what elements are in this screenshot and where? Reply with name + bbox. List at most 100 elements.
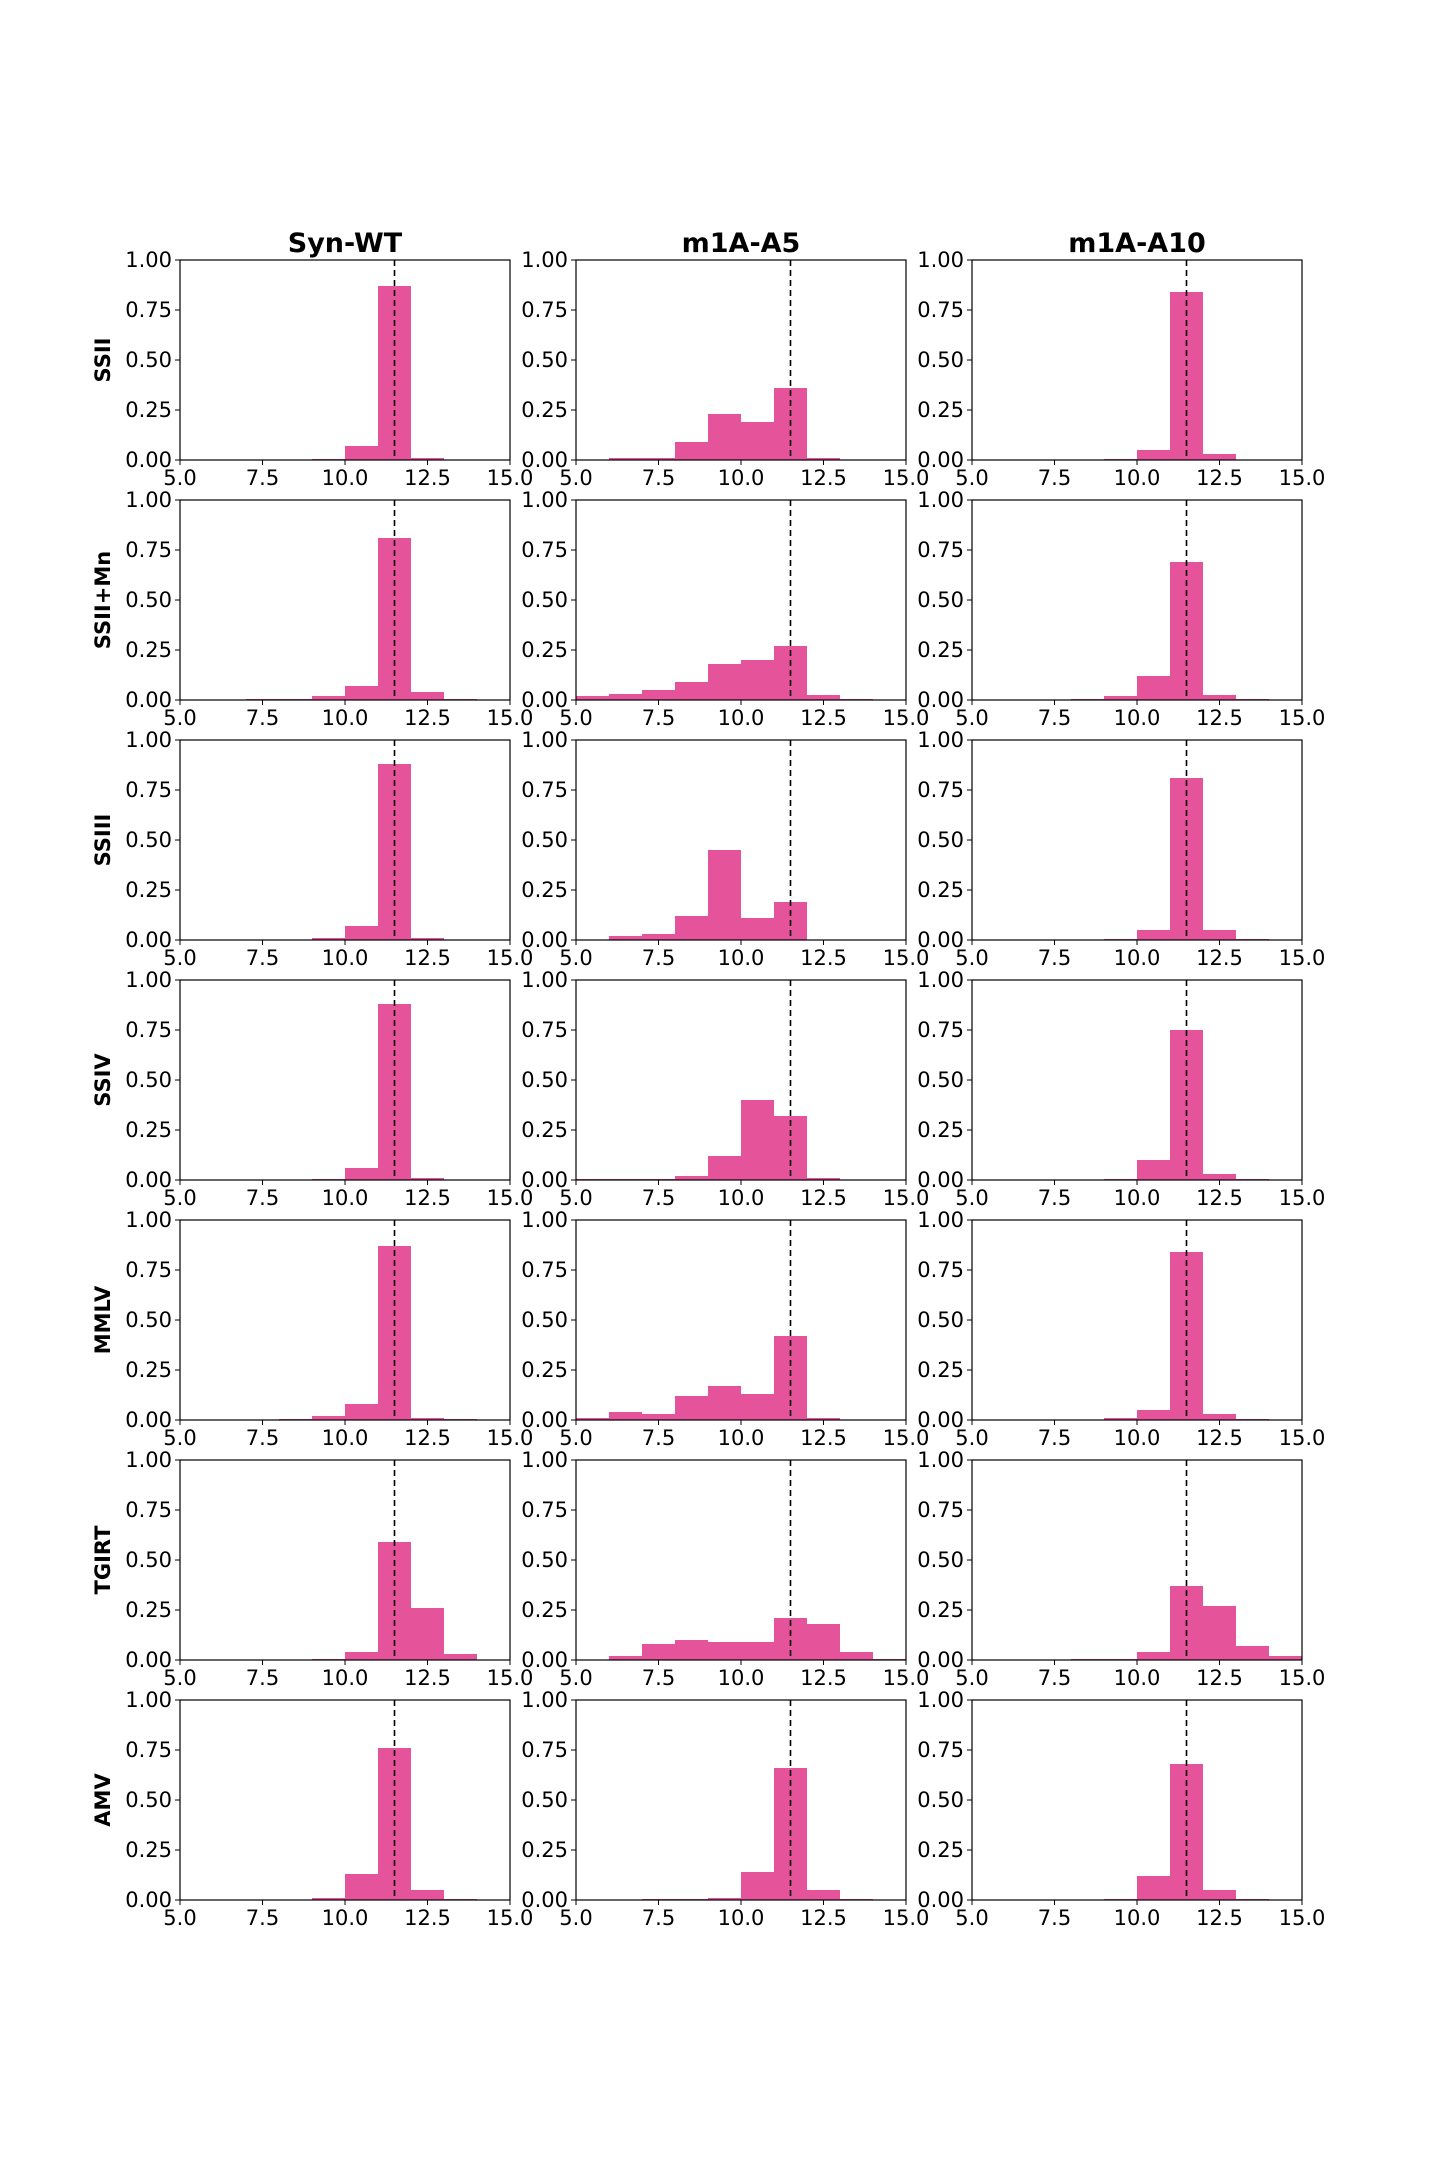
histogram-bar — [675, 1176, 708, 1180]
histogram-bar — [411, 1890, 444, 1900]
y-tick-label: 0.75 — [521, 538, 568, 562]
y-tick-label: 0.25 — [125, 1358, 172, 1382]
x-tick-label: 7.5 — [1038, 1426, 1071, 1450]
histogram-bar — [345, 1168, 378, 1180]
x-tick-label: 12.5 — [1196, 1906, 1243, 1930]
x-tick-label: 12.5 — [1196, 1186, 1243, 1210]
x-tick-label: 7.5 — [642, 946, 675, 970]
column-title-syn-wt: Syn-WT — [288, 228, 403, 259]
histogram-bar — [675, 1640, 708, 1660]
x-tick-label: 12.5 — [800, 1426, 847, 1450]
y-tick-label: 0.00 — [125, 1648, 172, 1672]
histogram-bar — [345, 686, 378, 700]
x-tick-label: 15.0 — [487, 466, 534, 490]
histogram-bar — [774, 1116, 807, 1180]
y-tick-label: 0.50 — [521, 348, 568, 372]
x-tick-label: 7.5 — [642, 466, 675, 490]
x-tick-label: 7.5 — [642, 1186, 675, 1210]
x-tick-label: 15.0 — [487, 1426, 534, 1450]
axes-frame — [971, 979, 1303, 1181]
histogram-bar — [642, 1414, 675, 1420]
y-tick-label: 0.75 — [917, 1498, 964, 1522]
x-tick-label: 15.0 — [883, 706, 930, 730]
x-tick-label: 7.5 — [246, 706, 279, 730]
y-tick-label: 0.00 — [521, 1648, 568, 1672]
histogram-bar — [708, 1156, 741, 1180]
y-tick-label: 1.00 — [125, 728, 172, 752]
x-tick-label: 15.0 — [487, 1906, 534, 1930]
x-tick-label: 10.0 — [322, 1906, 369, 1930]
panel-ssii-syn-wt: 5.0 7.5 10.0 12.5 15.0 0.00 0.25 0.50 0.75 1.00 — [125, 248, 533, 490]
y-tick-label: 0.50 — [125, 1788, 172, 1812]
histogram-bar — [675, 442, 708, 460]
y-tick-label: 1.00 — [917, 968, 964, 992]
x-tick-label: 15.0 — [1279, 1426, 1326, 1450]
y-tick-label: 0.50 — [917, 1068, 964, 1092]
x-tick-label: 10.0 — [718, 1906, 765, 1930]
histogram-bar — [708, 414, 741, 460]
x-tick-label: 10.0 — [322, 1666, 369, 1690]
x-tick-label: 7.5 — [246, 1186, 279, 1210]
panel-ssiii-m1a-a10: 5.0 7.5 10.0 12.5 15.0 0.00 0.25 0.50 0.75 1.00 — [917, 728, 1325, 970]
x-tick-label: 12.5 — [404, 466, 451, 490]
y-tick-label: 0.25 — [521, 398, 568, 422]
y-tick-label: 0.50 — [125, 588, 172, 612]
y-tick-label: 1.00 — [917, 248, 964, 272]
x-tick-label: 7.5 — [1038, 466, 1071, 490]
axes-frame — [179, 259, 511, 461]
x-tick-label: 5.0 — [955, 1186, 988, 1210]
x-tick-label: 10.0 — [322, 706, 369, 730]
row-label-mmlv: MMLV — [91, 1285, 115, 1354]
x-tick-label: 5.0 — [955, 946, 988, 970]
x-tick-label: 15.0 — [1279, 706, 1326, 730]
x-tick-label: 15.0 — [1279, 946, 1326, 970]
y-tick-label: 1.00 — [521, 1448, 568, 1472]
histogram-bar — [1137, 930, 1170, 940]
x-tick-label: 12.5 — [1196, 1426, 1243, 1450]
column-title-m1a-a5: m1A-A5 — [682, 228, 801, 259]
axes-frame — [179, 1699, 511, 1901]
x-tick-label: 12.5 — [800, 466, 847, 490]
x-tick-label: 12.5 — [404, 946, 451, 970]
panel-ssii-mn-m1a-a10: 5.0 7.5 10.0 12.5 15.0 0.00 0.25 0.50 0.75 1.00 — [917, 488, 1325, 730]
y-tick-label: 0.50 — [521, 588, 568, 612]
y-tick-label: 0.25 — [125, 1598, 172, 1622]
x-tick-label: 5.0 — [163, 1906, 196, 1930]
y-tick-label: 0.75 — [917, 538, 964, 562]
panel-ssii-mn-m1a-a5: 5.0 7.5 10.0 12.5 15.0 0.00 0.25 0.50 0.75 1.00 — [521, 488, 929, 730]
histogram-bar — [576, 1418, 609, 1420]
y-tick-label: 0.50 — [917, 348, 964, 372]
y-tick-label: 1.00 — [521, 1208, 568, 1232]
histogram-bar — [312, 696, 345, 700]
panel-ssiv-syn-wt: 5.0 7.5 10.0 12.5 15.0 0.00 0.25 0.50 0.75 1.00 — [125, 968, 533, 1210]
y-tick-label: 0.25 — [917, 1838, 964, 1862]
histogram-bar — [411, 1418, 444, 1420]
y-tick-label: 0.75 — [917, 298, 964, 322]
x-tick-label: 7.5 — [246, 1666, 279, 1690]
x-tick-label: 10.0 — [718, 946, 765, 970]
x-tick-label: 12.5 — [800, 1186, 847, 1210]
y-tick-label: 0.25 — [521, 1358, 568, 1382]
y-tick-label: 0.00 — [125, 688, 172, 712]
histogram-bar — [312, 938, 345, 940]
y-tick-label: 0.50 — [917, 1788, 964, 1812]
y-tick-label: 0.50 — [521, 1548, 568, 1572]
axes-frame — [179, 739, 511, 941]
y-tick-label: 1.00 — [125, 968, 172, 992]
x-tick-label: 5.0 — [559, 946, 592, 970]
y-tick-label: 0.50 — [125, 1068, 172, 1092]
x-tick-label: 15.0 — [1279, 1186, 1326, 1210]
x-tick-label: 5.0 — [163, 1186, 196, 1210]
x-tick-label: 10.0 — [1114, 1666, 1161, 1690]
x-tick-label: 12.5 — [404, 1426, 451, 1450]
y-tick-label: 0.50 — [917, 588, 964, 612]
panel-amv-m1a-a5: 5.0 7.5 10.0 12.5 15.0 0.00 0.25 0.50 0.75 1.00 — [521, 1688, 929, 1930]
histogram-bar — [576, 696, 609, 700]
y-tick-label: 0.00 — [521, 1888, 568, 1912]
y-tick-label: 0.75 — [125, 1258, 172, 1282]
y-tick-label: 1.00 — [521, 248, 568, 272]
histogram-bar — [741, 1642, 774, 1660]
x-tick-label: 10.0 — [322, 466, 369, 490]
y-tick-label: 0.75 — [125, 1018, 172, 1042]
